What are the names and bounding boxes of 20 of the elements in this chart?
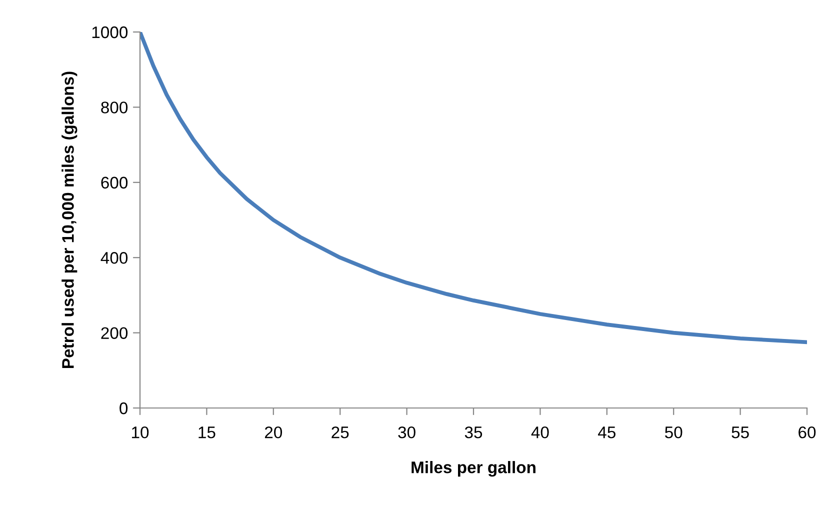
x-tick-label: 50 bbox=[665, 426, 682, 438]
y-tick-label: 600 bbox=[101, 176, 128, 189]
x-tick-label: 40 bbox=[531, 426, 549, 438]
x-tick-label: 10 bbox=[132, 426, 149, 438]
x-tick-label: 25 bbox=[332, 426, 349, 438]
x-tick-label: 20 bbox=[264, 426, 282, 438]
x-tick-label: 45 bbox=[598, 426, 616, 438]
y-tick-label: 1000 bbox=[92, 26, 128, 38]
y-tick-label: 0 bbox=[120, 402, 128, 414]
line-series bbox=[140, 32, 807, 344]
x-tick-label: 30 bbox=[398, 426, 416, 438]
y-axis-title: Petrol used per 10,000 miles (gallons) bbox=[62, 72, 78, 368]
x-axis-title: Miles per gallon bbox=[412, 461, 536, 477]
x-tick-label: 35 bbox=[464, 426, 482, 438]
y-tick-label: 400 bbox=[100, 252, 128, 264]
x-tick-label: 60 bbox=[798, 426, 816, 438]
y-tick-label: 800 bbox=[101, 102, 128, 114]
x-tick-label: 15 bbox=[198, 426, 216, 438]
x-tick-label: 55 bbox=[732, 426, 749, 438]
y-tick-label: 200 bbox=[101, 327, 128, 340]
